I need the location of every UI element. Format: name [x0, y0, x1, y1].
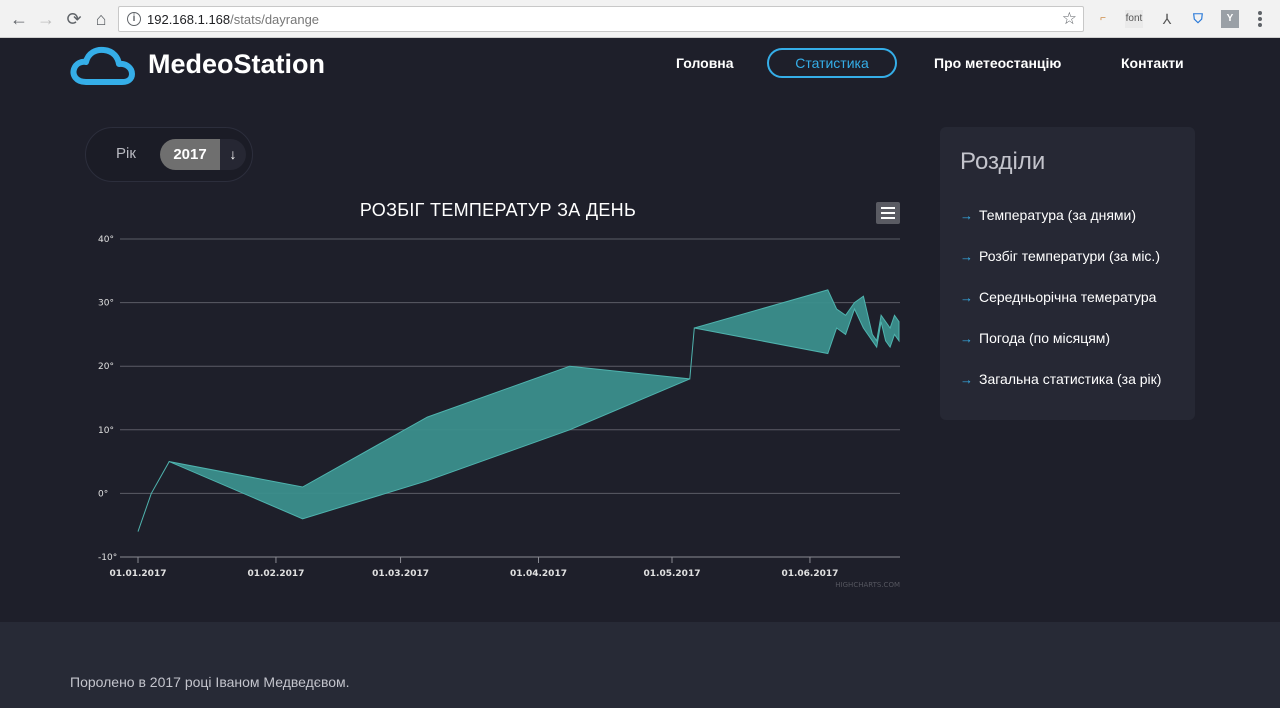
sidebar-item-label: Загальна статистика (за рік) [979, 371, 1162, 387]
extension-y-icon[interactable]: Y [1221, 10, 1239, 28]
extension-ruler-icon[interactable]: ⌐ [1100, 13, 1106, 24]
sidebar-item-general-stats[interactable]: → Загальна статистика (за рік) [960, 371, 1161, 387]
x-tick-label: 01.05.2017 [644, 569, 701, 579]
browser-menu-icon[interactable] [1258, 11, 1262, 29]
arrow-right-icon: → [960, 331, 973, 346]
y-tick-label: 0° [98, 489, 108, 499]
nav-home[interactable]: Головна [676, 55, 734, 71]
x-tick-label: 01.02.2017 [247, 569, 304, 579]
nav-statistics[interactable]: Статистика [767, 48, 897, 78]
info-icon[interactable]: i [127, 12, 141, 26]
chart-credits: HIGHCHARTS.COM [835, 581, 900, 589]
sidebar-item-label: Розбіг температури (за міс.) [979, 248, 1160, 264]
x-tick-label: 01.06.2017 [781, 569, 838, 579]
sidebar-item-label: Температура (за днями) [979, 207, 1137, 223]
y-tick-label: 40° [98, 235, 114, 245]
site-logo-text[interactable]: MedeoStation [148, 49, 326, 79]
y-tick-label: -10° [98, 553, 117, 563]
extension-shield-icon[interactable]: ⛉ [1193, 11, 1203, 26]
chart-title: РОЗБІГ ТЕМПЕРАТУР ЗА ДЕНЬ [359, 200, 637, 220]
reload-icon[interactable]: ⟳ [66, 9, 82, 29]
bookmark-star-icon[interactable]: ☆ [1061, 9, 1077, 28]
url-path: /stats/dayrange [230, 12, 320, 27]
sidebar-item-range-months[interactable]: → Розбіг температури (за міс.) [960, 248, 1160, 264]
sections-sidebar [940, 127, 1195, 420]
sidebar-item-label: Середньорічна темература [979, 289, 1157, 305]
year-label: Рік [116, 145, 136, 162]
url-text[interactable]: 192.168.1.168/stats/dayrange [147, 12, 319, 27]
forward-icon[interactable]: → [37, 9, 55, 29]
extension-pdf-icon[interactable]: ⅄ [1162, 11, 1172, 27]
y-tick-label: 20° [98, 362, 114, 372]
temperature-range-area [137, 289, 900, 532]
address-bar[interactable]: i 192.168.1.168/stats/dayrange ☆ [118, 6, 1084, 32]
sidebar-item-weather-months[interactable]: → Погода (по місяцям) [960, 330, 1110, 346]
year-dropdown-arrow-icon[interactable]: ↓ [220, 139, 246, 170]
arrow-right-icon: → [960, 290, 973, 305]
y-tick-label: 30° [98, 299, 114, 309]
x-tick-label: 01.01.2017 [110, 569, 167, 579]
footer [0, 622, 1280, 708]
sidebar-title: Розділи [960, 148, 1046, 175]
x-tick-label: 01.03.2017 [372, 569, 429, 579]
cloud-logo-icon[interactable] [70, 46, 136, 88]
url-host: 192.168.1.168 [147, 12, 231, 27]
browser-toolbar: ← → ⟳ ⌂ i 192.168.1.168/stats/dayrange ☆… [0, 0, 1280, 38]
extension-font-icon[interactable]: font [1125, 10, 1143, 28]
home-icon[interactable]: ⌂ [95, 9, 107, 29]
footer-text: Поролено в 2017 році Іваном Медведєвом. [70, 674, 350, 690]
nav-about[interactable]: Про метеостанцію [934, 55, 1062, 71]
nav-contacts[interactable]: Контакти [1121, 55, 1184, 71]
arrow-right-icon: → [960, 249, 973, 264]
arrow-right-icon: → [960, 372, 973, 387]
sidebar-item-yearly-average[interactable]: → Середньорічна темература [960, 289, 1156, 305]
y-tick-label: 10° [98, 426, 114, 436]
year-select-value[interactable]: 2017 [160, 139, 220, 170]
chart-menu-icon[interactable] [876, 202, 900, 224]
sidebar-item-temperature-days[interactable]: → Температура (за днями) [960, 207, 1136, 223]
back-icon[interactable]: ← [10, 9, 28, 29]
arrow-right-icon: → [960, 208, 973, 223]
sidebar-item-label: Погода (по місяцям) [979, 330, 1111, 346]
x-tick-label: 01.04.2017 [510, 569, 567, 579]
